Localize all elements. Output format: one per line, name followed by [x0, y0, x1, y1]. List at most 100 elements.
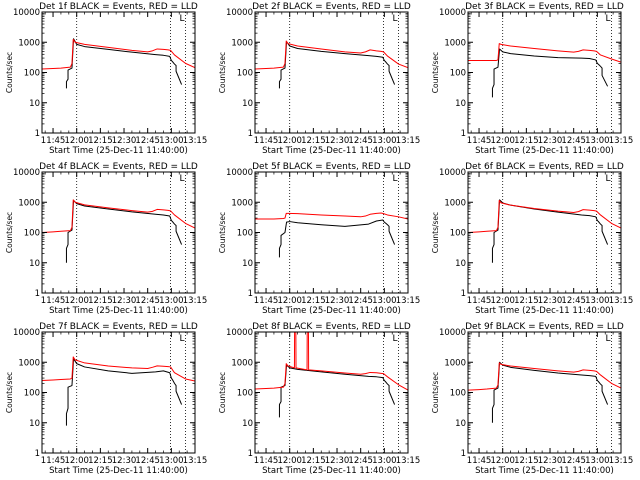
x-tick-label: 13:15	[183, 296, 208, 306]
x-tick-label: 13:00	[585, 456, 610, 466]
chart-title: Det 2f BLACK = Events, RED = LLD	[252, 2, 411, 12]
x-tick-label: 13:00	[159, 456, 184, 466]
x-tick-label: 11:45	[41, 456, 66, 466]
y-tick-label: 1000	[231, 198, 253, 208]
series-events-line	[65, 199, 183, 263]
x-tick-label: 13:15	[183, 456, 208, 466]
x-tick-label: 11:45	[41, 136, 66, 146]
x-tick-label: 12:30	[112, 296, 137, 306]
x-tick-label: 12:30	[538, 136, 563, 146]
y-tick-label: 1	[248, 129, 253, 139]
corner-annotation: L	[606, 334, 611, 344]
x-tick-label: 13:00	[585, 136, 610, 146]
x-axis-label: Start Time (25-Dec-11 11:40:00)	[475, 146, 614, 156]
series-events-line	[278, 219, 396, 258]
y-tick-label: 10000	[13, 328, 40, 338]
x-tick-label: 13:15	[396, 296, 421, 306]
y-tick-label: 1000	[231, 358, 253, 368]
x-tick-label: 11:45	[254, 136, 279, 146]
x-tick-label: 12:45	[561, 296, 586, 306]
series-lld-line	[42, 199, 195, 233]
y-axis-label: Counts/sec	[431, 212, 440, 253]
chart-panel-7: Det 7f BLACK = Events, RED = LLD L 1 10 100 1…	[5, 322, 207, 476]
x-tick-label: 12:30	[538, 296, 563, 306]
corner-annotation: L	[393, 14, 398, 24]
y-tick-label: 1	[461, 449, 466, 459]
y-tick-label: 10	[29, 419, 40, 429]
y-tick-label: 10000	[439, 8, 466, 18]
x-tick-label: 12:45	[561, 136, 586, 146]
y-tick-label: 100	[237, 229, 253, 239]
x-axis-label: Start Time (25-Dec-11 11:40:00)	[262, 306, 401, 316]
corner-annotation: L	[606, 14, 611, 24]
x-tick-label: 12:00	[277, 136, 302, 146]
x-tick-label: 13:15	[396, 136, 421, 146]
y-axis-label: Counts/sec	[218, 212, 227, 253]
x-axis-label: Start Time (25-Dec-11 11:40:00)	[49, 306, 188, 316]
x-tick-label: 11:45	[254, 296, 279, 306]
y-tick-label: 100	[24, 229, 40, 239]
series-lld-line	[42, 356, 195, 382]
y-tick-label: 10	[242, 259, 253, 269]
corner-annotation: L	[393, 334, 398, 344]
x-tick-label: 13:00	[159, 296, 184, 306]
x-tick-label: 12:45	[135, 456, 160, 466]
y-axis-label: Counts/sec	[5, 52, 14, 93]
corner-annotation: L	[180, 334, 185, 344]
chart-panel-8: Det 8f BLACK = Events, RED = LLD L 1 10 100 1…	[218, 322, 420, 476]
series-events-line	[278, 41, 396, 89]
y-tick-label: 1000	[444, 38, 466, 48]
x-tick-label: 12:15	[88, 456, 113, 466]
x-tick-label: 13:15	[609, 296, 634, 306]
y-tick-label: 1	[248, 449, 253, 459]
y-tick-label: 10	[455, 259, 466, 269]
x-tick-label: 13:15	[183, 136, 208, 146]
y-tick-label: 1000	[444, 358, 466, 368]
x-tick-label: 12:00	[64, 296, 89, 306]
x-tick-label: 13:15	[609, 456, 634, 466]
x-axis-label: Start Time (25-Dec-11 11:40:00)	[49, 146, 188, 156]
y-tick-label: 10	[29, 99, 40, 109]
y-tick-label: 100	[237, 389, 253, 399]
y-axis-label: Counts/sec	[218, 52, 227, 93]
y-tick-label: 100	[450, 229, 466, 239]
x-tick-label: 13:00	[372, 136, 397, 146]
chart-title: Det 9f BLACK = Events, RED = LLD	[465, 322, 624, 332]
x-tick-label: 12:30	[538, 456, 563, 466]
x-tick-label: 12:00	[64, 136, 89, 146]
corner-annotation: L	[180, 14, 185, 24]
y-tick-label: 1000	[444, 198, 466, 208]
chart-panel-3: Det 3f BLACK = Events, RED = LLD L 1 10 100 1…	[431, 2, 633, 156]
y-tick-label: 10000	[439, 168, 466, 178]
y-tick-label: 100	[24, 389, 40, 399]
chart-panel-5: Det 5f BLACK = Events, RED = LLD L 1 10 100 1…	[218, 162, 420, 316]
x-tick-label: 12:30	[112, 136, 137, 146]
chart-title: Det 3f BLACK = Events, RED = LLD	[465, 2, 624, 12]
x-tick-label: 11:45	[467, 456, 492, 466]
series-events-line	[65, 38, 183, 89]
x-tick-label: 12:30	[325, 456, 350, 466]
x-tick-label: 12:00	[277, 456, 302, 466]
y-tick-label: 10000	[13, 8, 40, 18]
y-tick-label: 10000	[13, 168, 40, 178]
y-tick-label: 1000	[231, 38, 253, 48]
series-lld-line	[42, 38, 195, 70]
series-lld-line	[468, 43, 621, 63]
x-axis-label: Start Time (25-Dec-11 11:40:00)	[475, 306, 614, 316]
x-tick-label: 12:15	[301, 296, 326, 306]
x-tick-label: 12:00	[490, 136, 515, 146]
y-tick-label: 1	[35, 129, 40, 139]
series-lld-line	[468, 199, 621, 233]
x-tick-label: 13:15	[609, 136, 634, 146]
x-tick-label: 12:15	[88, 136, 113, 146]
y-tick-label: 1	[461, 289, 466, 299]
x-tick-label: 12:00	[64, 456, 89, 466]
y-tick-label: 100	[24, 69, 40, 79]
x-tick-label: 11:45	[467, 296, 492, 306]
series-events-line	[65, 358, 183, 426]
y-tick-label: 1000	[18, 198, 40, 208]
y-tick-label: 10	[29, 259, 40, 269]
chart-title: Det 4f BLACK = Events, RED = LLD	[39, 162, 198, 172]
chart-title: Det 8f BLACK = Events, RED = LLD	[252, 322, 411, 332]
x-tick-label: 12:00	[277, 296, 302, 306]
